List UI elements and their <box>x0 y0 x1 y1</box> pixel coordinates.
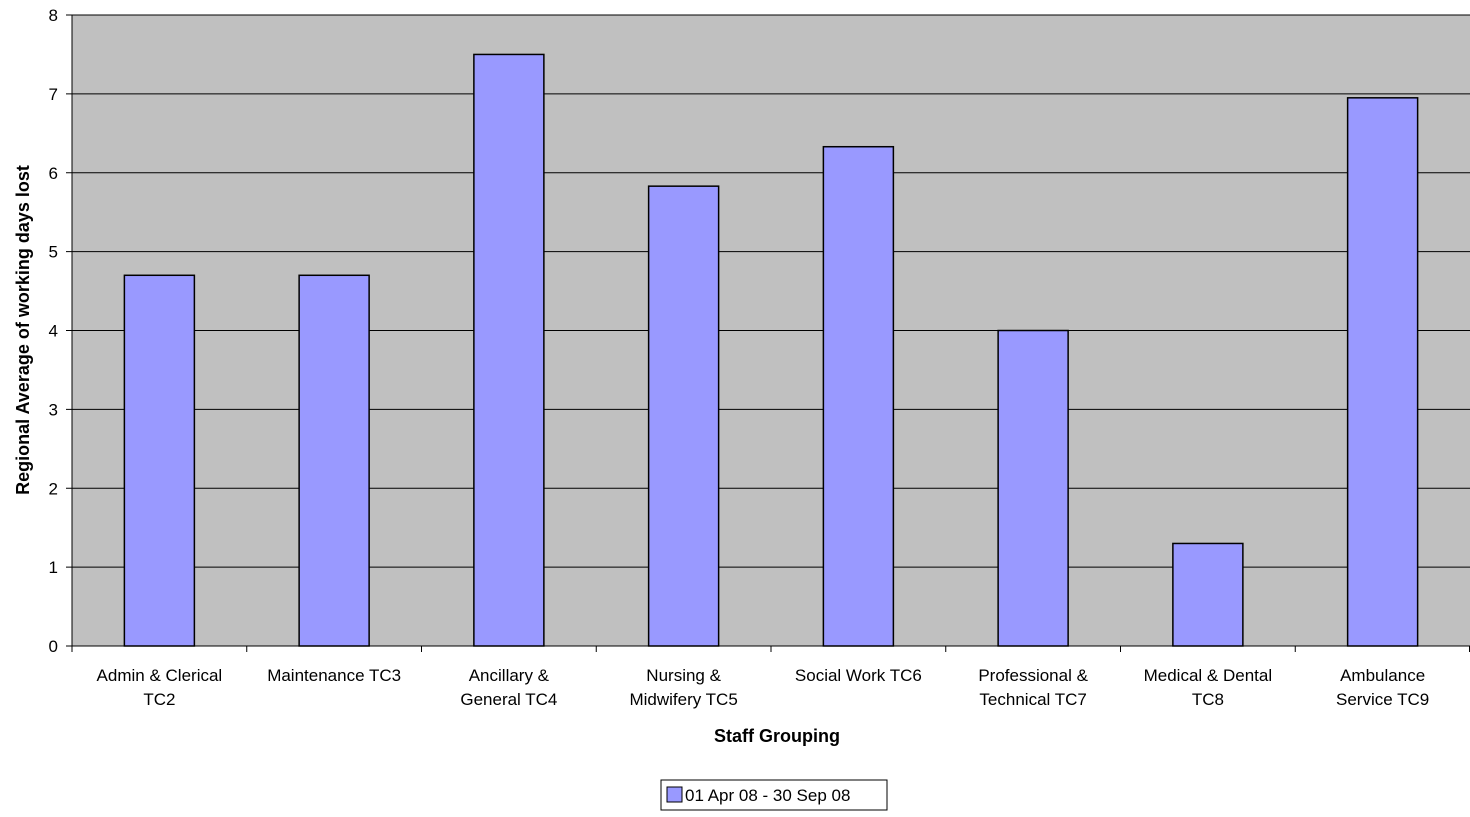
y-tick-label: 5 <box>49 243 58 262</box>
bar <box>123 274 196 647</box>
x-category-label: Midwifery TC5 <box>629 690 737 709</box>
bar <box>647 185 720 647</box>
x-category-label: General TC4 <box>460 690 557 709</box>
y-tick-labels: 0 1 2 3 4 5 6 7 8 <box>49 6 58 656</box>
y-tick-label: 7 <box>49 85 58 104</box>
legend-swatch <box>666 786 683 803</box>
x-category-label: Service TC9 <box>1336 690 1429 709</box>
bars <box>123 53 1419 647</box>
bar <box>473 53 545 647</box>
y-tick-label: 3 <box>49 400 58 419</box>
bar <box>997 329 1069 647</box>
y-tick-label: 6 <box>49 164 58 183</box>
y-tick-label: 1 <box>49 558 58 577</box>
x-category-label: Professional & <box>978 666 1088 685</box>
x-category-label: Ancillary & <box>469 666 550 685</box>
x-category-label: Social Work TC6 <box>795 666 922 685</box>
x-category-label: Nursing & <box>646 666 721 685</box>
x-category-label: TC8 <box>1192 690 1224 709</box>
legend-label: 01 Apr 08 - 30 Sep 08 <box>685 786 850 805</box>
x-category-labels: Admin & Clerical TC2 Maintenance TC3 Ancill… <box>97 666 1430 709</box>
y-tick-label: 8 <box>49 6 58 25</box>
legend: 01 Apr 08 - 30 Sep 08 <box>660 779 888 811</box>
bar <box>1172 542 1244 647</box>
bar <box>298 274 370 647</box>
x-axis-title: Staff Grouping <box>714 726 840 746</box>
y-tick-label: 2 <box>49 479 58 498</box>
legend-box <box>660 779 888 811</box>
x-category-label: Medical & Dental <box>1144 666 1273 685</box>
x-category-label: Ambulance <box>1340 666 1425 685</box>
y-tick-label: 4 <box>49 322 58 341</box>
bar <box>822 145 895 647</box>
y-tick-label: 0 <box>49 637 58 656</box>
y-axis-title: Regional Average of working days lost <box>13 165 33 495</box>
x-category-label: TC2 <box>143 690 175 709</box>
x-category-label: Admin & Clerical <box>97 666 223 685</box>
x-category-label: Technical TC7 <box>979 690 1086 709</box>
axes <box>66 14 1470 652</box>
bar <box>1346 97 1419 647</box>
x-category-label: Maintenance TC3 <box>267 666 401 685</box>
